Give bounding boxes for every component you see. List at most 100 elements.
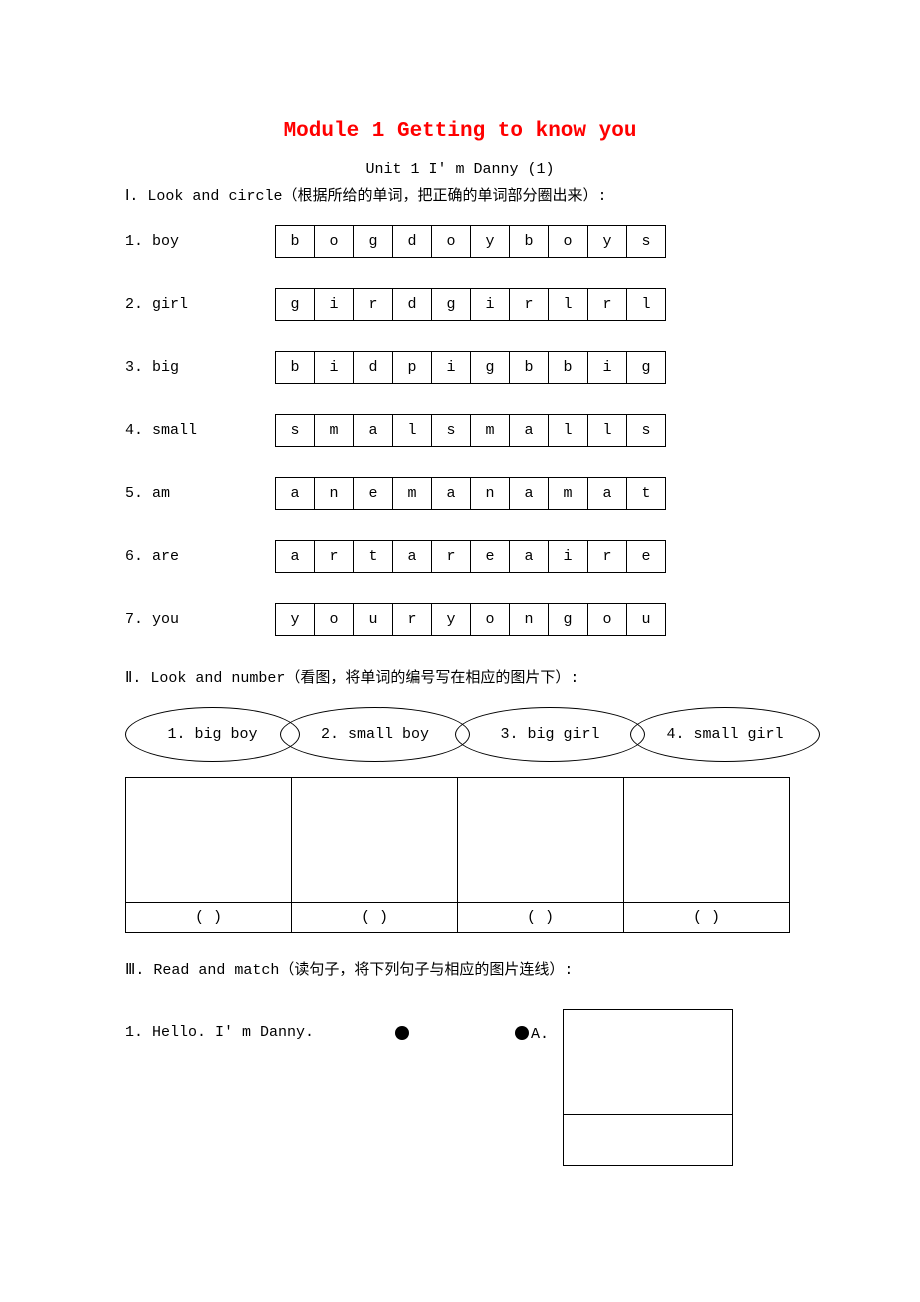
- letter-cell[interactable]: i: [314, 288, 354, 321]
- letter-cell[interactable]: g: [470, 351, 510, 384]
- letter-cell[interactable]: g: [548, 603, 588, 636]
- letter-cell[interactable]: y: [587, 225, 627, 258]
- word-label: 6. are: [125, 548, 275, 565]
- letter-cell[interactable]: g: [431, 288, 471, 321]
- match-image-box: [563, 1009, 733, 1166]
- letter-cell[interactable]: n: [470, 477, 510, 510]
- letter-cell[interactable]: o: [470, 603, 510, 636]
- letter-cell[interactable]: b: [548, 351, 588, 384]
- letter-cell[interactable]: u: [626, 603, 666, 636]
- word-label: 5. am: [125, 485, 275, 502]
- letter-cell[interactable]: d: [392, 225, 432, 258]
- letter-cell[interactable]: s: [626, 414, 666, 447]
- letter-cell[interactable]: e: [626, 540, 666, 573]
- letter-cell[interactable]: i: [431, 351, 471, 384]
- letter-cell[interactable]: a: [275, 477, 315, 510]
- letter-cell[interactable]: i: [587, 351, 627, 384]
- letter-cell[interactable]: a: [431, 477, 471, 510]
- letter-cell[interactable]: d: [392, 288, 432, 321]
- letter-cell[interactable]: u: [353, 603, 393, 636]
- letter-cell[interactable]: o: [314, 225, 354, 258]
- letter-cell[interactable]: o: [431, 225, 471, 258]
- image-grid: ( ) ( ) ( ) ( ): [125, 777, 790, 933]
- letter-cell[interactable]: r: [314, 540, 354, 573]
- letter-cell[interactable]: i: [470, 288, 510, 321]
- letter-cell[interactable]: b: [275, 225, 315, 258]
- worksheet-page: Module 1 Getting to know you Unit 1 I' m…: [0, 0, 920, 1166]
- letter-cell[interactable]: s: [431, 414, 471, 447]
- letter-cell[interactable]: t: [626, 477, 666, 510]
- match-image-column: [563, 1009, 733, 1166]
- letter-cell[interactable]: y: [275, 603, 315, 636]
- letter-cell[interactable]: l: [548, 288, 588, 321]
- letter-cell[interactable]: l: [548, 414, 588, 447]
- letter-cell[interactable]: r: [587, 288, 627, 321]
- section3: Ⅲ. Read and match（读句子，将下列句子与相应的图片连线）: 1.…: [125, 958, 795, 1166]
- oval-option: 3. big girl: [455, 707, 645, 762]
- letter-cell[interactable]: r: [353, 288, 393, 321]
- letter-cell[interactable]: y: [470, 225, 510, 258]
- letter-cell[interactable]: l: [626, 288, 666, 321]
- word-row: 2. girlgirdgirlrl: [125, 288, 795, 321]
- section2-heading: Ⅱ. Look and number（看图，将单词的编号写在相应的图片下）:: [125, 666, 795, 687]
- letter-cell[interactable]: n: [314, 477, 354, 510]
- word-label: 3. big: [125, 359, 275, 376]
- dot-icon: [395, 1026, 409, 1040]
- letter-cell[interactable]: e: [353, 477, 393, 510]
- image-cell: [458, 778, 624, 903]
- letter-grid: anemanamat: [275, 477, 666, 510]
- letter-cell[interactable]: r: [431, 540, 471, 573]
- word-label: 1. boy: [125, 233, 275, 250]
- letter-cell[interactable]: a: [509, 414, 549, 447]
- letter-grid: smalsmalls: [275, 414, 666, 447]
- paren-cell[interactable]: ( ): [126, 903, 292, 933]
- letter-cell[interactable]: s: [275, 414, 315, 447]
- letter-cell[interactable]: g: [275, 288, 315, 321]
- letter-cell[interactable]: g: [353, 225, 393, 258]
- image-cell: [292, 778, 458, 903]
- letter-cell[interactable]: a: [353, 414, 393, 447]
- match-left: 1. Hello. I' m Danny.: [125, 1009, 515, 1166]
- paren-cell[interactable]: ( ): [292, 903, 458, 933]
- letter-cell[interactable]: o: [314, 603, 354, 636]
- letter-cell[interactable]: s: [626, 225, 666, 258]
- letter-cell[interactable]: m: [548, 477, 588, 510]
- letter-cell[interactable]: l: [587, 414, 627, 447]
- section3-heading: Ⅲ. Read and match（读句子，将下列句子与相应的图片连线）:: [125, 958, 795, 979]
- image-cell: [624, 778, 790, 903]
- letter-cell[interactable]: i: [548, 540, 588, 573]
- letter-cell[interactable]: o: [548, 225, 588, 258]
- letter-cell[interactable]: i: [314, 351, 354, 384]
- word-label: 2. girl: [125, 296, 275, 313]
- letter-cell[interactable]: o: [587, 603, 627, 636]
- letter-cell[interactable]: a: [587, 477, 627, 510]
- letter-cell[interactable]: l: [392, 414, 432, 447]
- letter-cell[interactable]: m: [392, 477, 432, 510]
- letter-cell[interactable]: a: [509, 540, 549, 573]
- word-row: 1. boybogdoyboys: [125, 225, 795, 258]
- section1-heading: Ⅰ. Look and circle（根据所给的单词，把正确的单词部分圈出来）:: [125, 184, 795, 205]
- oval-option: 2. small boy: [280, 707, 470, 762]
- paren-cell[interactable]: ( ): [458, 903, 624, 933]
- paren-cell[interactable]: ( ): [624, 903, 790, 933]
- letter-cell[interactable]: y: [431, 603, 471, 636]
- letter-cell[interactable]: r: [392, 603, 432, 636]
- letter-cell[interactable]: m: [314, 414, 354, 447]
- letter-cell[interactable]: p: [392, 351, 432, 384]
- letter-cell[interactable]: g: [626, 351, 666, 384]
- letter-cell[interactable]: e: [470, 540, 510, 573]
- letter-cell[interactable]: m: [470, 414, 510, 447]
- letter-cell[interactable]: b: [509, 225, 549, 258]
- letter-cell[interactable]: t: [353, 540, 393, 573]
- letter-grid: bogdoyboys: [275, 225, 666, 258]
- letter-cell[interactable]: b: [275, 351, 315, 384]
- letter-cell[interactable]: d: [353, 351, 393, 384]
- letter-cell[interactable]: r: [509, 288, 549, 321]
- letter-cell[interactable]: b: [509, 351, 549, 384]
- letter-cell[interactable]: n: [509, 603, 549, 636]
- letter-cell[interactable]: r: [587, 540, 627, 573]
- letter-cell[interactable]: a: [509, 477, 549, 510]
- letter-cell[interactable]: a: [275, 540, 315, 573]
- oval-option: 1. big boy: [125, 707, 300, 762]
- letter-cell[interactable]: a: [392, 540, 432, 573]
